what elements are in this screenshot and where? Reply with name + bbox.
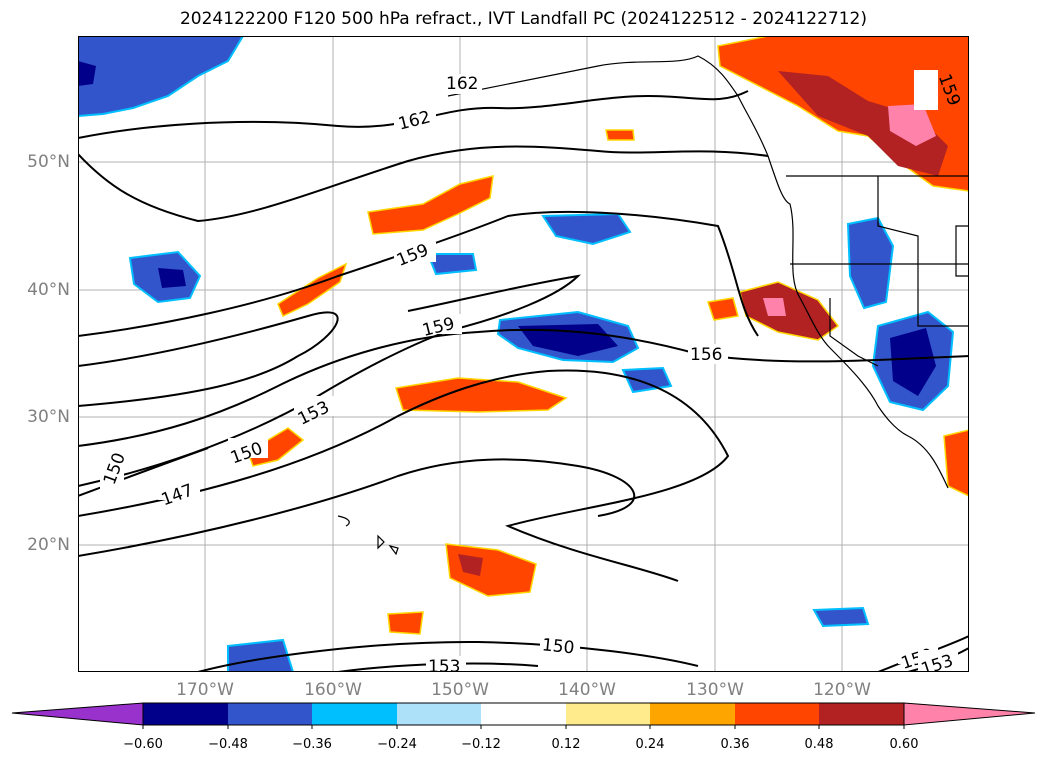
contour-labels: 162 162 159 159 159 156 153 150 150 147 … <box>100 70 964 672</box>
blue-region-south-w <box>227 638 295 672</box>
coastlines <box>337 55 969 556</box>
colorbar-tick: −0.24 <box>377 737 417 752</box>
blue-core-central <box>518 324 618 356</box>
warm-region-far-south <box>387 611 424 635</box>
warm-region-ne-pac <box>367 175 494 235</box>
colorbar-extend-min <box>11 702 144 726</box>
lon-label-170w: 170°W <box>176 680 234 700</box>
negative-pc-regions <box>78 36 955 672</box>
lon-label-140w: 140°W <box>558 680 616 700</box>
warm-region-mid-small <box>707 297 739 321</box>
blue-region-northwest <box>78 36 245 118</box>
colorbar-bin <box>228 703 312 725</box>
lon-label-150w: 150°W <box>431 680 489 700</box>
colorbar-tick: −0.12 <box>461 737 501 752</box>
warm-region-ak-gulf <box>605 129 635 141</box>
contour-label: 153 <box>428 657 460 672</box>
colorbar-bin <box>312 703 397 725</box>
lon-label-120w: 120°W <box>813 680 871 700</box>
refractivity-contours <box>78 90 969 672</box>
colorbar-tick: 0.24 <box>635 737 665 752</box>
blue-region-south-ne <box>812 606 870 628</box>
lat-label-20n: 20°N <box>27 535 70 555</box>
blue-region-east-mid <box>621 366 673 394</box>
colorbar-tick: −0.48 <box>208 737 248 752</box>
warm-region-baja <box>943 429 969 497</box>
lon-label-130w: 130°W <box>686 680 744 700</box>
warm-region-arc <box>277 262 348 318</box>
blue-core-calif <box>890 328 936 396</box>
colorbar-tick: 0.36 <box>720 737 750 752</box>
colorbar-tick: 0.12 <box>551 737 581 752</box>
blue-region-hawaii-n <box>426 253 478 276</box>
map-title: 2024122200 F120 500 hPa refract., IVT La… <box>179 9 867 29</box>
colorbar-tick: 0.48 <box>804 737 834 752</box>
lon-label-160w: 160°W <box>304 680 362 700</box>
contour-label: 150 <box>541 635 575 658</box>
warm-core-bc <box>778 71 948 176</box>
colorbar-bin <box>650 703 735 725</box>
blue-core-west <box>158 268 186 288</box>
positive-pc-regions <box>247 36 969 635</box>
colorbar-bin <box>481 703 566 725</box>
colorbar-bin <box>735 703 819 725</box>
blue-region-midnorth <box>541 212 632 246</box>
colorbar-tick: −0.36 <box>292 737 332 752</box>
colorbar-bin <box>397 703 481 725</box>
blue-core-northwest <box>78 61 96 86</box>
lat-label-50n: 50°N <box>27 152 70 172</box>
warm-peak-bc <box>888 104 936 146</box>
colorbar-tick: 0.60 <box>889 737 919 752</box>
warm-core-south <box>458 554 483 576</box>
colorbar-tick: −0.60 <box>123 737 163 752</box>
warm-region-central-south <box>395 377 568 413</box>
map-plot: 162 162 159 159 159 156 153 150 150 147 … <box>78 36 969 672</box>
contour-label: 156 <box>690 345 722 365</box>
lat-label-40n: 40°N <box>27 280 70 300</box>
contour-label: 162 <box>446 74 478 94</box>
colorbar-extend-max <box>903 702 1036 726</box>
colorbar-bin <box>819 703 904 725</box>
warm-region-or <box>739 281 840 341</box>
warm-peak-or <box>763 298 786 316</box>
colorbar-bin <box>143 703 228 725</box>
lat-label-30n: 30°N <box>27 407 70 427</box>
colorbar-bin <box>566 703 650 725</box>
colorbar <box>11 702 1036 729</box>
